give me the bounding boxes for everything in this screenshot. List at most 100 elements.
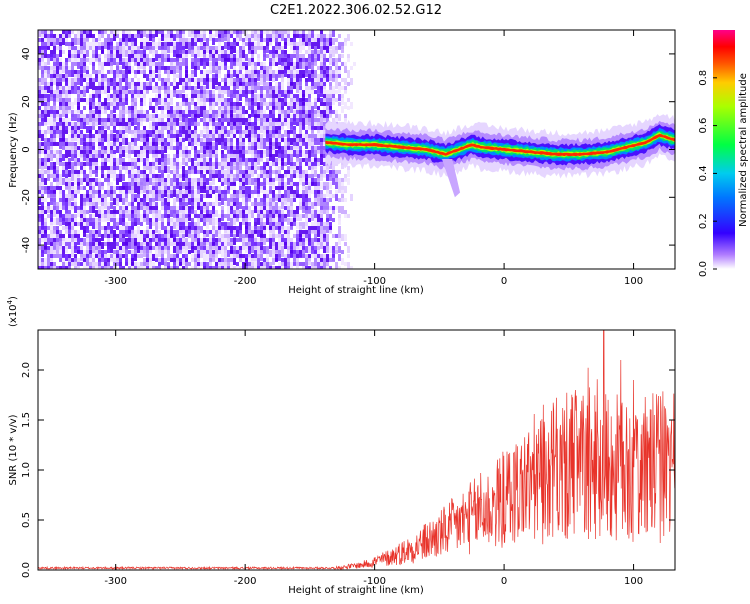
- heatmap-noise-cell: [347, 58, 350, 62]
- heatmap-noise-cell: [50, 74, 53, 78]
- heatmap-noise-cell: [95, 210, 98, 217]
- heatmap-noise-cell: [152, 146, 155, 150]
- heatmap-noise-cell: [200, 210, 203, 214]
- heatmap-noise-cell: [176, 82, 179, 89]
- heatmap-noise-cell: [179, 30, 182, 34]
- heatmap-noise-cell: [308, 58, 311, 62]
- heatmap-noise-cell: [113, 198, 116, 205]
- heatmap-noise-cell: [221, 258, 224, 262]
- heatmap-noise-cell: [206, 74, 209, 81]
- heatmap-noise-cell: [329, 246, 332, 253]
- heatmap-noise-cell: [311, 146, 314, 153]
- heatmap-noise-cell: [218, 230, 221, 237]
- heatmap-noise-cell: [92, 222, 95, 229]
- heatmap-noise-cell: [257, 86, 260, 90]
- heatmap-noise-cell: [71, 58, 74, 65]
- heatmap-noise-cell: [182, 190, 185, 194]
- heatmap-noise-cell: [296, 106, 299, 113]
- heatmap-noise-cell: [122, 58, 125, 62]
- heatmap-noise-cell: [62, 38, 65, 45]
- heatmap-noise-cell: [137, 150, 140, 157]
- heatmap-noise-cell: [149, 102, 152, 106]
- heatmap-noise-cell: [137, 54, 140, 61]
- heatmap-noise-cell: [176, 150, 179, 154]
- heatmap-noise-cell: [194, 106, 197, 110]
- heatmap-noise-cell: [212, 66, 215, 73]
- heatmap-noise-cell: [68, 150, 71, 157]
- heatmap-noise-cell: [224, 226, 227, 233]
- heatmap-noise-cell: [137, 226, 140, 230]
- heatmap-noise-cell: [278, 130, 281, 134]
- heatmap-noise-cell: [68, 254, 71, 261]
- heatmap-noise-cell: [209, 162, 212, 166]
- heatmap-noise-cell: [200, 94, 203, 101]
- heatmap-noise-cell: [167, 122, 170, 126]
- heatmap-noise-cell: [56, 226, 59, 230]
- heatmap-noise-cell: [128, 214, 131, 221]
- heatmap-noise-cell: [182, 42, 185, 49]
- heatmap-noise-cell: [50, 70, 53, 77]
- heatmap-noise-cell: [308, 182, 311, 189]
- heatmap-noise-cell: [227, 70, 230, 77]
- heatmap-noise-cell: [122, 166, 125, 170]
- heatmap-noise-cell: [137, 46, 140, 53]
- heatmap-noise-cell: [167, 246, 170, 250]
- heatmap-noise-cell: [161, 174, 164, 178]
- heatmap-noise-cell: [248, 206, 251, 210]
- heatmap-noise-cell: [65, 150, 68, 154]
- heatmap-noise-cell: [299, 122, 302, 126]
- heatmap-noise-cell: [92, 138, 95, 145]
- heatmap-noise-cell: [104, 134, 107, 141]
- heatmap-noise-cell: [149, 190, 152, 194]
- heatmap-noise-cell: [251, 46, 254, 53]
- heatmap-noise-cell: [44, 62, 47, 66]
- heatmap-noise-cell: [98, 46, 101, 50]
- heatmap-noise-cell: [89, 206, 92, 213]
- heatmap-noise-cell: [68, 214, 71, 221]
- heatmap-noise-cell: [254, 246, 257, 250]
- heatmap-noise-cell: [242, 62, 245, 69]
- heatmap-noise-cell: [50, 266, 53, 269]
- heatmap-noise-cell: [158, 42, 161, 46]
- heatmap-noise-cell: [113, 134, 116, 141]
- heatmap-noise-cell: [86, 218, 89, 225]
- heatmap-noise-cell: [239, 30, 242, 34]
- heatmap-noise-cell: [176, 250, 179, 257]
- heatmap-noise-cell: [113, 58, 116, 65]
- heatmap-noise-cell: [308, 162, 311, 166]
- heatmap-noise-cell: [200, 242, 203, 249]
- heatmap-noise-cell: [62, 262, 65, 266]
- heatmap-noise-cell: [227, 226, 230, 230]
- heatmap-noise-cell: [194, 226, 197, 230]
- heatmap-noise-cell: [152, 150, 155, 157]
- heatmap-noise-cell: [206, 262, 209, 266]
- heatmap-noise-cell: [269, 82, 272, 89]
- heatmap-noise-cell: [155, 246, 158, 250]
- heatmap-noise-cell: [236, 146, 239, 150]
- heatmap-noise-cell: [98, 214, 101, 221]
- heatmap-noise-cell: [101, 146, 104, 150]
- heatmap-noise-cell: [341, 62, 344, 66]
- heatmap-noise-cell: [164, 70, 167, 74]
- heatmap-noise-cell: [314, 126, 317, 130]
- heatmap-noise-cell: [239, 174, 242, 181]
- heatmap-noise-cell: [113, 46, 116, 50]
- heatmap-noise-cell: [155, 194, 158, 201]
- heatmap-noise-cell: [176, 258, 179, 262]
- heatmap-noise-cell: [164, 198, 167, 205]
- heatmap-noise-cell: [320, 46, 323, 53]
- heatmap-noise-cell: [215, 50, 218, 54]
- heatmap-noise-cell: [242, 214, 245, 221]
- heatmap-noise-cell: [260, 38, 263, 42]
- heatmap-noise-cell: [134, 230, 137, 234]
- heatmap-noise-cell: [62, 226, 65, 230]
- heatmap-noise-cell: [338, 94, 341, 101]
- heatmap-noise-cell: [203, 90, 206, 94]
- heatmap-noise-cell: [263, 154, 266, 158]
- heatmap-noise-cell: [314, 82, 317, 89]
- heatmap-noise-cell: [164, 122, 167, 126]
- heatmap-noise-cell: [239, 226, 242, 233]
- heatmap-noise-cell: [242, 110, 245, 114]
- heatmap-noise-cell: [308, 158, 311, 162]
- heatmap-noise-cell: [44, 186, 47, 193]
